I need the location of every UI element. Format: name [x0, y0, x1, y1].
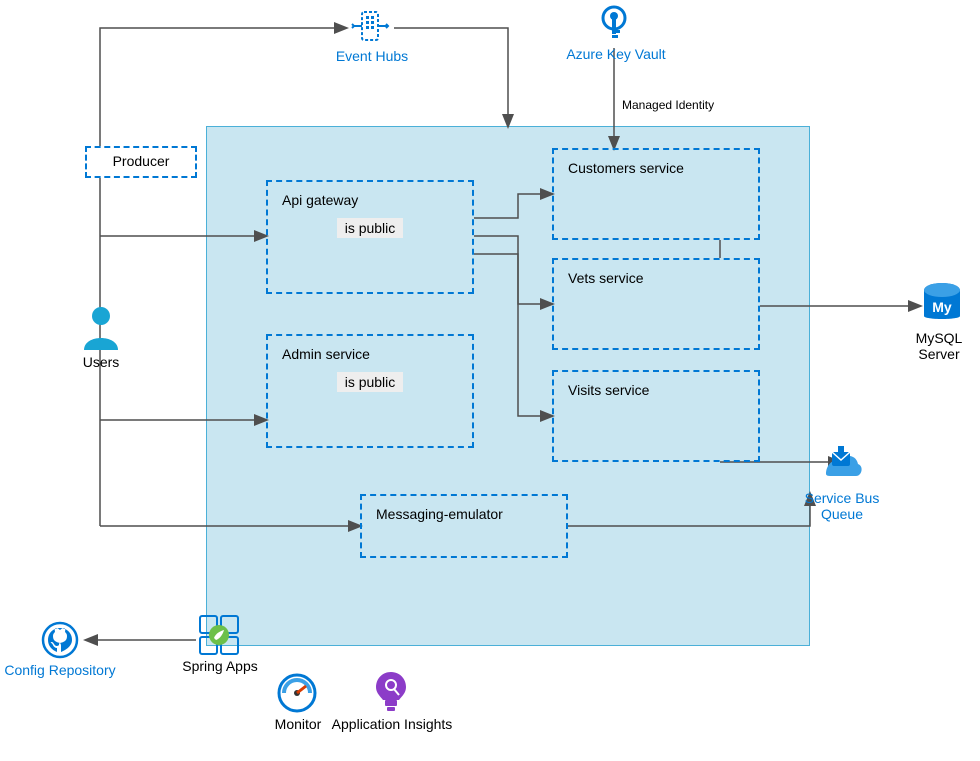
- vets-service-label: Vets service: [568, 270, 744, 286]
- users-icon: [80, 304, 122, 352]
- api-gateway-badge: is public: [337, 218, 404, 238]
- visits-service-box: Visits service: [552, 370, 760, 462]
- service-bus-label: Service Bus Queue: [802, 490, 882, 522]
- visits-service-label: Visits service: [568, 382, 744, 398]
- monitor-icon: [276, 672, 318, 714]
- app-insights-icon: [372, 670, 410, 714]
- service-bus-icon: [818, 444, 864, 488]
- admin-service-label: Admin service: [282, 346, 458, 362]
- mysql-icon: My: [918, 280, 966, 328]
- admin-service-badge: is public: [337, 372, 404, 392]
- spring-apps-label: Spring Apps: [182, 658, 258, 674]
- key-vault-icon: [596, 4, 632, 44]
- app-insights-label: Application Insights: [330, 716, 454, 732]
- messaging-emulator-label: Messaging-emulator: [376, 506, 552, 522]
- producer-label: Producer: [113, 153, 170, 169]
- api-gateway-label: Api gateway: [282, 192, 458, 208]
- config-repo-label: Config Repository: [4, 662, 116, 678]
- key-vault-label: Azure Key Vault: [562, 46, 670, 62]
- config-repo-icon: [40, 620, 80, 660]
- customers-service-label: Customers service: [568, 160, 744, 176]
- svg-text:My: My: [932, 299, 952, 315]
- customers-service-box: Customers service: [552, 148, 760, 240]
- managed-identity-label: Managed Identity: [622, 98, 714, 112]
- api-gateway-box: Api gateway is public: [266, 180, 474, 294]
- monitor-label: Monitor: [268, 716, 328, 732]
- spring-apps-icon: [198, 614, 240, 656]
- event-hubs-icon: [348, 6, 392, 46]
- admin-service-box: Admin service is public: [266, 334, 474, 448]
- producer-box: Producer: [85, 146, 197, 178]
- users-label: Users: [78, 354, 124, 370]
- mysql-label: MySQL Server: [898, 330, 980, 362]
- event-hubs-label: Event Hubs: [332, 48, 412, 64]
- messaging-emulator-box: Messaging-emulator: [360, 494, 568, 558]
- diagram-canvas: Producer Api gateway is public Admin ser…: [0, 0, 980, 761]
- vets-service-box: Vets service: [552, 258, 760, 350]
